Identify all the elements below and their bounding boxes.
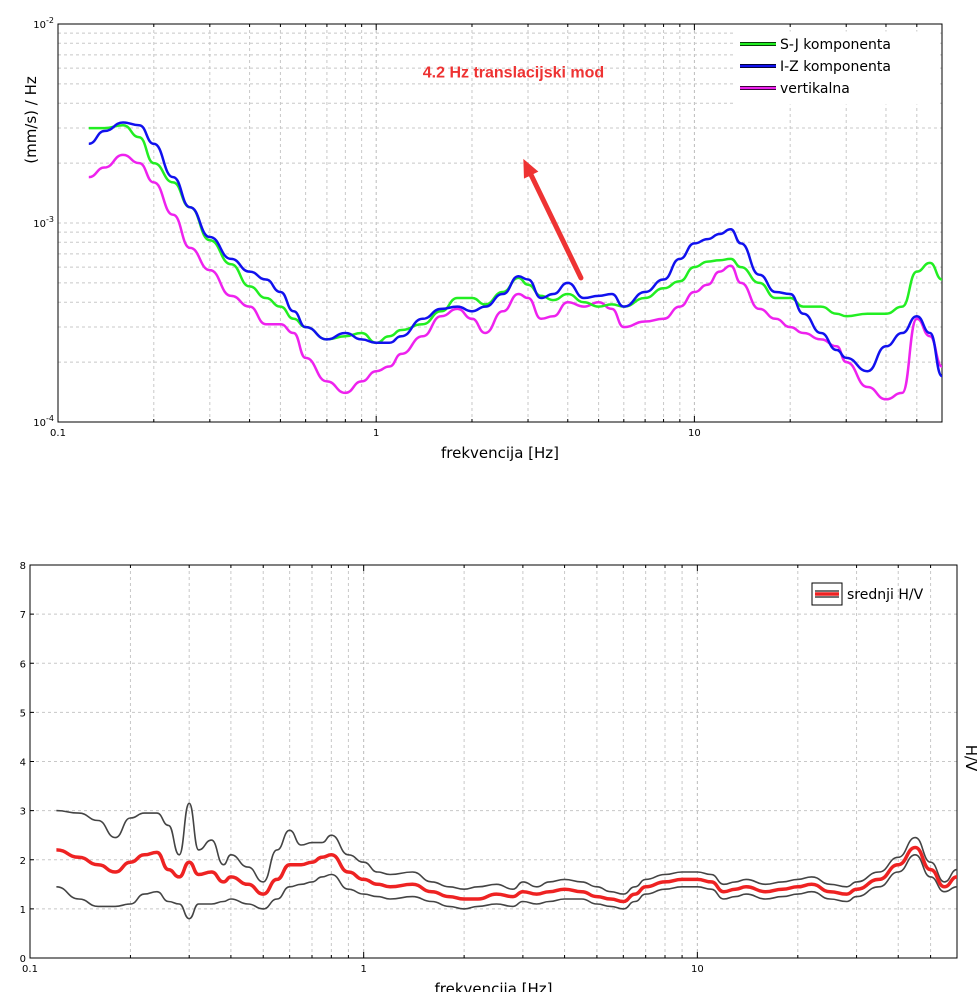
x-axis-label: frekvencija [Hz] xyxy=(434,980,552,992)
y-tick-label: 1 xyxy=(20,905,26,916)
annotation-arrow-shaft xyxy=(528,172,584,281)
y-tick-label: 8 xyxy=(20,561,26,572)
series-line-vertikalna xyxy=(88,153,942,401)
y-tick-label: 10-3 xyxy=(33,215,54,230)
x-axis-label: frekvencija [Hz] xyxy=(441,444,559,462)
y-tick-label: 2 xyxy=(20,856,26,867)
series-line-i-z-komponenta xyxy=(88,121,942,378)
y-tick-label: 7 xyxy=(20,610,26,621)
y-tick-label: 3 xyxy=(20,807,26,818)
legend-label: S-J komponenta xyxy=(780,37,891,53)
y-axis-label: H/V xyxy=(962,745,978,772)
y-tick-exponent: -2 xyxy=(46,16,54,25)
legend: S-J komponenta I-Z komponenta vertikalna xyxy=(735,31,939,105)
legend-swatch-box xyxy=(811,582,843,606)
series-line-s-j-komponenta xyxy=(88,123,942,345)
x-tick-label: 10 xyxy=(691,964,704,975)
plot-frame xyxy=(57,23,943,423)
y-tick-exponent: -4 xyxy=(46,414,54,423)
y-tick-label: 6 xyxy=(20,659,26,670)
y-tick-base: 10 xyxy=(33,219,46,230)
y-tick-label: 0 xyxy=(20,954,26,965)
annotation-arrowhead xyxy=(523,158,539,179)
y-tick-label: 5 xyxy=(20,708,26,719)
legend: srednji H/V xyxy=(811,582,924,606)
x-tick-label: 0.1 xyxy=(50,428,66,439)
y-axis-label: (mm/s) / Hz xyxy=(22,76,40,164)
series-envelope-line-2 xyxy=(56,854,957,920)
gridlines xyxy=(29,565,958,958)
legend-label: I-Z komponenta xyxy=(780,59,891,75)
gridlines xyxy=(57,24,943,422)
y-tick-label: 4 xyxy=(20,758,26,769)
y-tick-base: 10 xyxy=(33,20,46,31)
y-tick-label: 10-4 xyxy=(33,414,54,429)
y-tick-exponent: -3 xyxy=(46,215,54,224)
annotation-label: 4.2 Hz translacijski mod xyxy=(423,64,604,81)
y-tick-base: 10 xyxy=(33,418,46,429)
series-line-srednji-h-v xyxy=(56,845,957,904)
series-envelope-line-1 xyxy=(56,802,957,895)
x-tick-label: 1 xyxy=(373,428,379,439)
x-tick-label: 1 xyxy=(360,964,366,975)
x-tick-label: 10 xyxy=(688,428,701,439)
legend-label: vertikalna xyxy=(780,81,850,97)
plot-frame xyxy=(29,564,958,959)
x-tick-label: 0.1 xyxy=(22,964,38,975)
y-tick-label: 10-2 xyxy=(33,16,54,31)
legend-label: srednji H/V xyxy=(847,587,924,603)
